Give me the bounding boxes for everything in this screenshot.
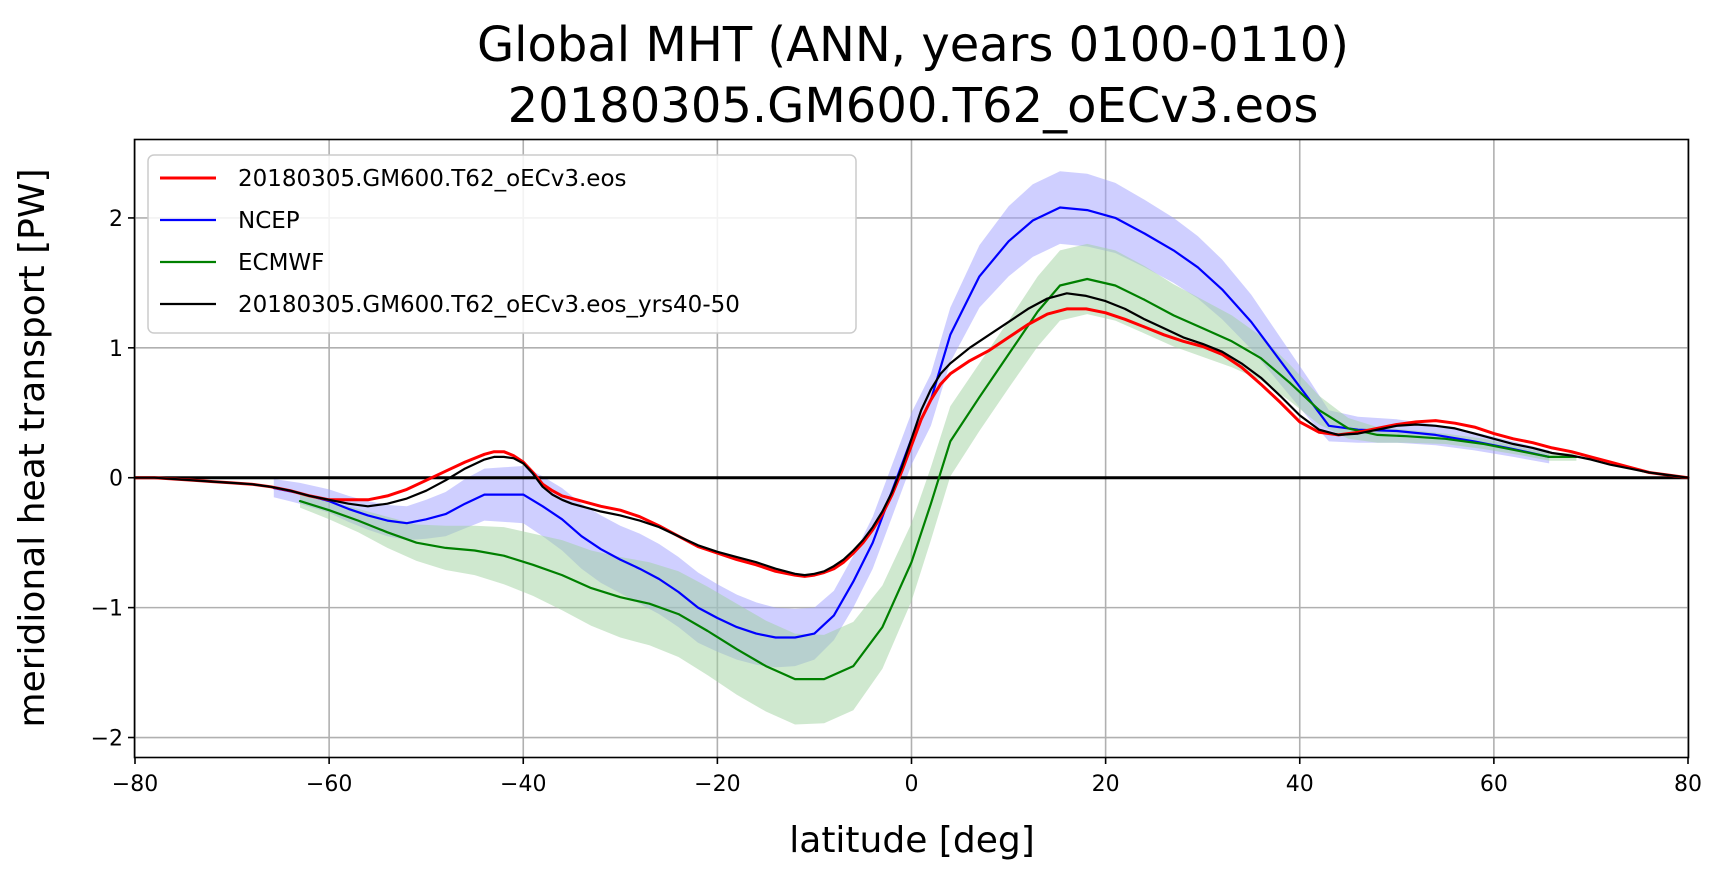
y-tick-label: 0 (109, 467, 123, 492)
series-line-1 (272, 206, 1551, 639)
legend-label-ncep: NCEP (238, 208, 300, 234)
y-tick-label: −2 (91, 727, 123, 752)
legend-label-model-yrs40-50: 20180305.GM600.T62_oECv3.eos_yrs40-50 (238, 292, 740, 318)
chart-subtitle: 20180305.GM600.T62_oECv3.eos (508, 78, 1319, 134)
x-tick-label: 0 (905, 772, 919, 797)
x-tick-label: −60 (306, 772, 352, 797)
x-tick-label: −20 (694, 772, 740, 797)
y-tick-label: 1 (109, 337, 123, 362)
legend-label-model: 20180305.GM600.T62_oECv3.eos (238, 166, 627, 192)
y-tick-label: −1 (91, 597, 123, 622)
x-tick-label: 60 (1480, 772, 1508, 797)
band-2 (300, 243, 1577, 725)
x-axis-label: latitude [deg] (789, 820, 1035, 861)
series-line-0 (133, 307, 1690, 578)
x-tick-label: 20 (1092, 772, 1120, 797)
series-lines (133, 206, 1690, 681)
x-tick-label: −80 (112, 772, 158, 797)
y-tick-label: 2 (109, 207, 123, 232)
series-line-2 (298, 277, 1578, 681)
legend-frame (147, 154, 857, 334)
axis-ticks: −80 −60 −40 −20 0 20 40 60 80 −2 −1 0 1 2 (91, 207, 1702, 797)
legend: 20180305.GM600.T62_oECv3.eos NCEP ECMWF … (147, 154, 857, 334)
series-line-3 (133, 292, 1690, 577)
x-tick-label: −40 (500, 772, 546, 797)
legend-label-ecmwf: ECMWF (238, 250, 324, 276)
x-tick-label: 40 (1286, 772, 1314, 797)
chart-title: Global MHT (ANN, years 0100-0110) (477, 17, 1349, 73)
y-axis-label: meridional heat transport [PW] (12, 169, 53, 728)
x-tick-label: 80 (1674, 772, 1702, 797)
